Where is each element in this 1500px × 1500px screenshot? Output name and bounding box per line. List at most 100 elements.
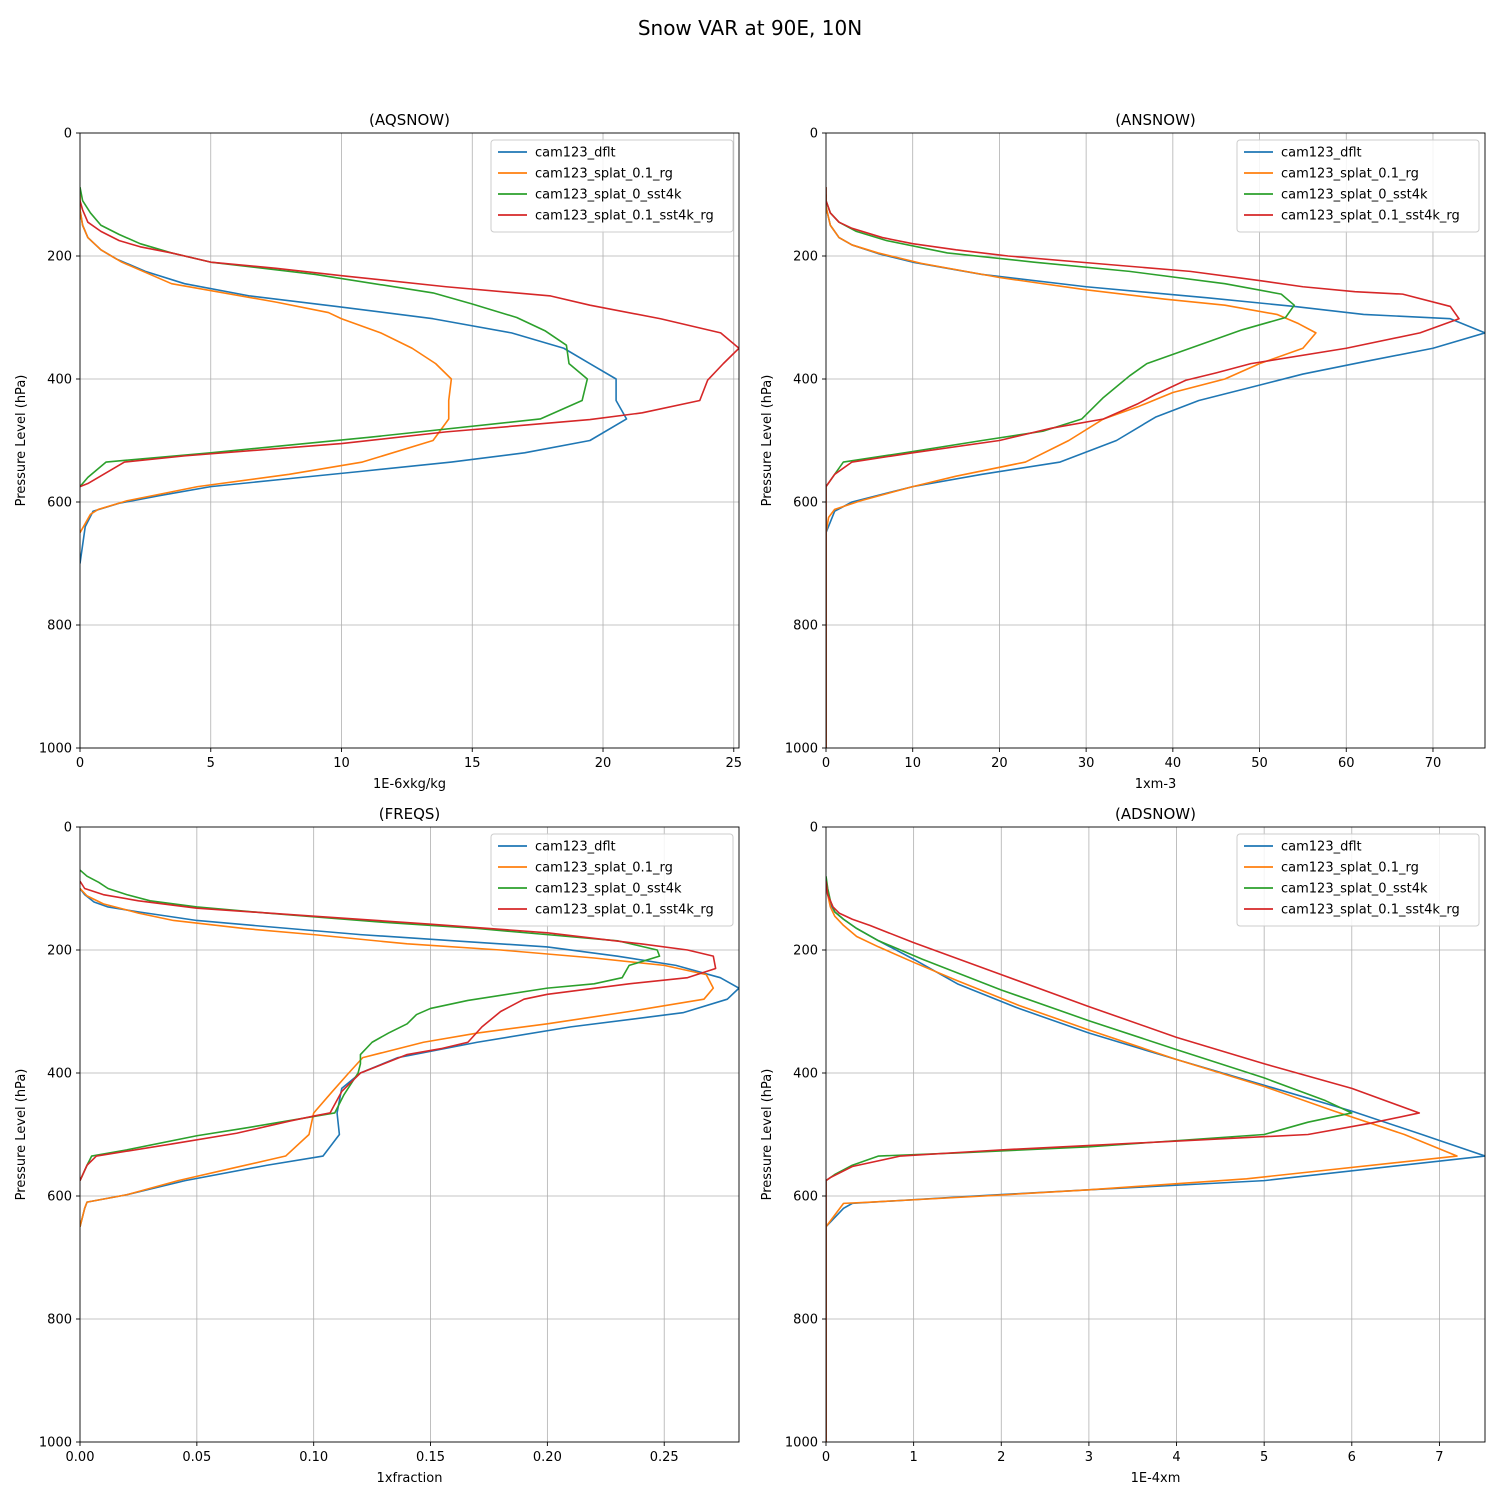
y-tick-label: 800 [47, 1313, 72, 1328]
y-tick-label: 0 [810, 821, 818, 836]
x-tick-label: 5 [1260, 1450, 1268, 1465]
x-tick-label: 0.25 [650, 1450, 679, 1465]
legend-label-cam123-splat-0-1-sst4k-rg: cam123_splat_0.1_sst4k_rg [1281, 209, 1460, 224]
series-line-cam123-dflt [80, 888, 739, 1227]
y-axis-label: Pressure Level (hPa) [14, 1069, 29, 1201]
y-tick-label: 0 [810, 127, 818, 142]
x-tick-label: 25 [725, 756, 742, 771]
legend-label-cam123-splat-0-1-sst4k-rg: cam123_splat_0.1_sst4k_rg [1281, 903, 1460, 918]
x-tick-label: 4 [1172, 1450, 1180, 1465]
x-tick-label: 3 [1085, 1450, 1093, 1465]
x-tick-label: 10 [333, 756, 350, 771]
x-tick-label: 20 [991, 756, 1008, 771]
series-group [80, 186, 739, 564]
series-line-cam123-splat-0-1-sst4k-rg [80, 200, 739, 488]
x-tick-label: 0 [76, 756, 84, 771]
x-tick-label: 20 [595, 756, 612, 771]
series-line-cam123-dflt [826, 194, 1485, 748]
legend-label-cam123-dflt: cam123_dflt [1281, 146, 1362, 161]
y-tick-label: 600 [47, 1190, 72, 1205]
legend-label-cam123-splat-0-sst4k: cam123_splat_0_sst4k [1281, 882, 1428, 897]
series-line-cam123-splat-0-1-rg [80, 194, 453, 534]
x-tick-label: 0.00 [66, 1450, 95, 1465]
series-line-cam123-splat-0-1-sst4k-rg [826, 881, 1421, 1442]
x-tick-label: 30 [1078, 756, 1095, 771]
series-line-cam123-splat-0-1-sst4k-rg [826, 187, 1460, 748]
y-tick-label: 400 [47, 1067, 72, 1082]
y-tick-label: 600 [793, 1190, 818, 1205]
x-tick-label: 10 [904, 756, 921, 771]
y-tick-label: 400 [47, 373, 72, 388]
legend-frame [1236, 139, 1480, 233]
panel-aqsnow: 0 5 10 15 20 25 0 200 400 600 800 1000 (AQSNOW) 1E-6x… [14, 111, 742, 792]
y-axis-label: Pressure Level (hPa) [760, 375, 775, 507]
panel-ansnow: 0 10 20 30 40 50 60 70 0 200 400 600 800 1000 (ANSNOW)… [760, 111, 1486, 792]
y-tick-label: 1000 [785, 742, 818, 757]
x-tick-label: 0.10 [299, 1450, 328, 1465]
axes-title: (ANSNOW) [1115, 111, 1196, 129]
x-tick-label: 6 [1348, 1450, 1356, 1465]
x-tick-label: 1 [909, 1450, 917, 1465]
series-line-cam123-splat-0-sst4k [826, 187, 1296, 748]
legend-frame [490, 139, 734, 233]
legend-label-cam123-dflt: cam123_dflt [535, 840, 616, 855]
legend-label-cam123-splat-0-sst4k: cam123_splat_0_sst4k [1281, 188, 1428, 203]
axes-frame [79, 132, 740, 749]
legend-label-cam123-splat-0-1-sst4k-rg: cam123_splat_0.1_sst4k_rg [535, 209, 714, 224]
x-tick-label: 7 [1435, 1450, 1443, 1465]
x-tick-label: 70 [1425, 756, 1442, 771]
axes-title: (AQSNOW) [369, 111, 450, 129]
series-group [80, 869, 739, 1227]
axes-title: (ADSNOW) [1115, 805, 1196, 823]
legend-label-cam123-splat-0-1-rg: cam123_splat_0.1_rg [1281, 167, 1419, 182]
series-line-cam123-splat-0-1-rg [826, 881, 1458, 1442]
series-line-cam123-splat-0-1-sst4k-rg [80, 880, 717, 1181]
y-tick-label: 400 [793, 373, 818, 388]
x-tick-label: 40 [1165, 756, 1182, 771]
series-line-cam123-splat-0-sst4k [826, 876, 1353, 1442]
axes-title: (FREQS) [379, 805, 441, 823]
y-tick-label: 200 [793, 250, 818, 265]
x-tick-label: 0.20 [533, 1450, 562, 1465]
x-axis-label: 1E-6xkg/kg [373, 777, 446, 792]
legend-label-cam123-splat-0-sst4k: cam123_splat_0_sst4k [535, 188, 682, 203]
y-axis-label: Pressure Level (hPa) [14, 375, 29, 507]
x-axis-label: 1xm-3 [1135, 777, 1177, 792]
legend-frame [1236, 833, 1480, 927]
y-tick-label: 800 [47, 619, 72, 634]
y-tick-label: 600 [793, 496, 818, 511]
x-tick-label: 0 [822, 756, 830, 771]
legend-label-cam123-splat-0-1-rg: cam123_splat_0.1_rg [1281, 861, 1419, 876]
x-tick-label: 0 [822, 1450, 830, 1465]
y-tick-label: 400 [793, 1067, 818, 1082]
legend-label-cam123-splat-0-1-rg: cam123_splat_0.1_rg [535, 861, 673, 876]
legend-frame [490, 833, 734, 927]
legend-label-cam123-splat-0-1-rg: cam123_splat_0.1_rg [535, 167, 673, 182]
legend: cam123_dflt cam123_splat_0.1_rg cam123_spl… [490, 833, 734, 927]
x-tick-label: 15 [464, 756, 481, 771]
y-tick-label: 800 [793, 1313, 818, 1328]
axes-frame [825, 826, 1486, 1443]
legend: cam123_dflt cam123_splat_0.1_rg cam123_spl… [490, 139, 734, 233]
legend-label-cam123-splat-0-sst4k: cam123_splat_0_sst4k [535, 882, 682, 897]
series-line-cam123-splat-0-1-rg [826, 194, 1317, 748]
y-axis-label: Pressure Level (hPa) [760, 1069, 775, 1201]
x-tick-label: 0.05 [182, 1450, 211, 1465]
axes-frame [79, 826, 740, 1443]
y-tick-label: 200 [793, 944, 818, 959]
x-tick-label: 0.15 [416, 1450, 445, 1465]
y-tick-label: 0 [64, 127, 72, 142]
legend: cam123_dflt cam123_splat_0.1_rg cam123_spl… [1236, 833, 1480, 927]
y-tick-label: 1000 [785, 1436, 818, 1451]
legend-label-cam123-dflt: cam123_dflt [535, 146, 616, 161]
y-tick-label: 600 [47, 496, 72, 511]
series-line-cam123-splat-0-sst4k [80, 186, 589, 488]
axes-frame [825, 132, 1486, 749]
y-tick-label: 1000 [39, 742, 72, 757]
y-tick-label: 800 [793, 619, 818, 634]
y-tick-label: 1000 [39, 1436, 72, 1451]
legend: cam123_dflt cam123_splat_0.1_rg cam123_spl… [1236, 139, 1480, 233]
series-group [826, 187, 1485, 748]
series-group [826, 876, 1485, 1442]
